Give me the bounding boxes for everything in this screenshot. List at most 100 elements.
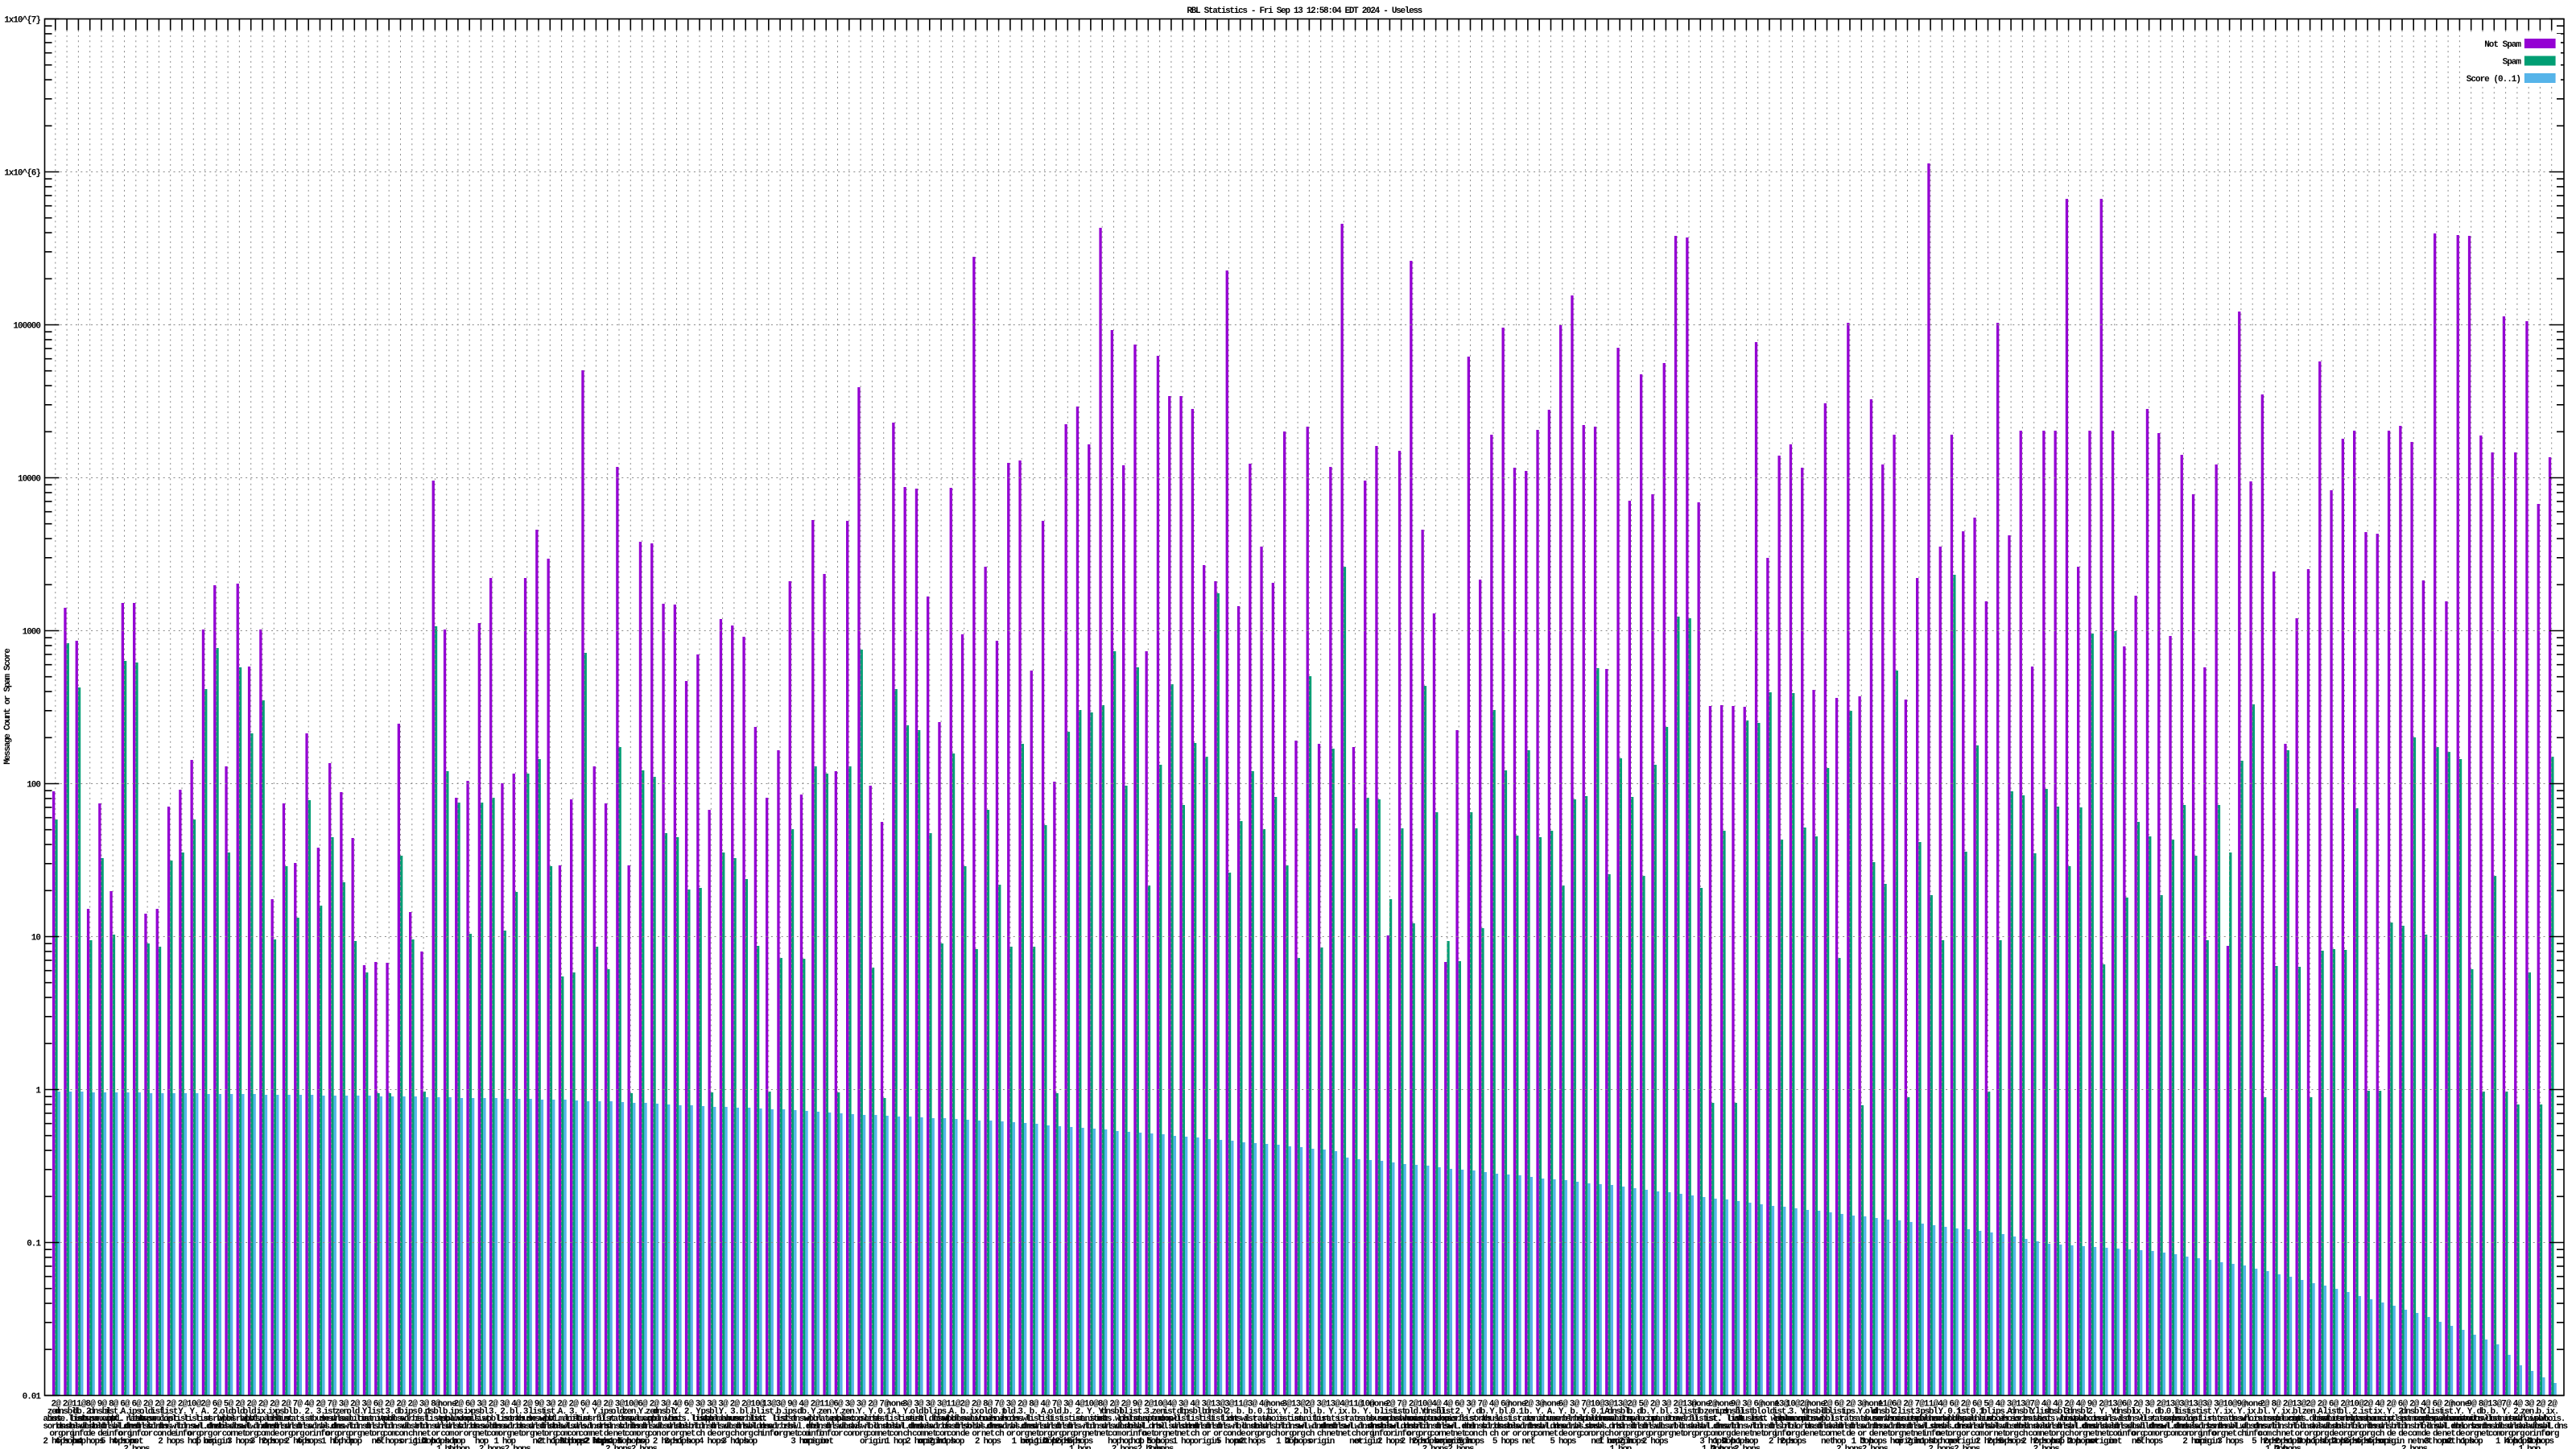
- svg-text:sorbs.: sorbs.: [1377, 1414, 1403, 1424]
- svg-text:zen.: zen.: [646, 1407, 663, 1417]
- svg-text:dnsbl.: dnsbl.: [1769, 1422, 1794, 1431]
- svg-text:4@: 4@: [1340, 1400, 1350, 1410]
- svg-text:2.: 2.: [1455, 1407, 1463, 1417]
- svg-text:dnsbl.: dnsbl.: [2102, 1422, 2128, 1431]
- svg-text:2.: 2.: [500, 1407, 509, 1417]
- svg-text:3.: 3.: [523, 1407, 532, 1417]
- svg-text:6@: 6@: [465, 1400, 476, 1410]
- svg-text:org: org: [1717, 1430, 1731, 1439]
- svg-text:org: org: [740, 1430, 753, 1439]
- svg-text:rats.: rats.: [2219, 1414, 2241, 1424]
- svg-text:zen.: zen.: [1151, 1407, 1168, 1417]
- svg-text:con: con: [2108, 1430, 2122, 1439]
- svg-text:com: com: [866, 1430, 881, 1439]
- svg-text:4@: 4@: [2375, 1400, 2385, 1410]
- svg-text:3@: 3@: [2179, 1400, 2190, 1410]
- svg-text:de: de: [1558, 1430, 1568, 1439]
- svg-text:5 hops: 5 hops: [2136, 1437, 2163, 1447]
- svg-text:dnswl.: dnswl.: [929, 1414, 955, 1424]
- svg-text:list.: list.: [1437, 1407, 1459, 1417]
- svg-text:dnsbl.: dnsbl.: [284, 1422, 310, 1431]
- svg-text:2@: 2@: [454, 1400, 464, 1410]
- svg-text:1 hop: 1 hop: [1713, 1437, 1736, 1447]
- svg-text:dnswl: dnswl: [1817, 1422, 1839, 1431]
- svg-text:net: net: [1947, 1437, 1961, 1447]
- svg-text:dnsbl.: dnsbl.: [1320, 1422, 1346, 1431]
- svg-text:manitu.: manitu.: [559, 1414, 588, 1424]
- svg-text:swl.dns: swl.dns: [789, 1422, 819, 1431]
- svg-text:3@: 3@: [1282, 1400, 1292, 1410]
- svg-text:6@: 6@: [2432, 1400, 2442, 1410]
- svg-text:3@: 3@: [1179, 1400, 1189, 1410]
- svg-text:net: net: [371, 1437, 385, 1447]
- svg-text:10@: 10@: [2223, 1400, 2238, 1410]
- svg-text:10@: 10@: [1360, 1400, 1376, 1410]
- svg-text:4@: 4@: [1190, 1400, 1200, 1410]
- svg-text:org: org: [1890, 1430, 1904, 1439]
- svg-text:org: org: [1360, 1430, 1374, 1439]
- svg-text:dnsbl.: dnsbl.: [2045, 1422, 2070, 1431]
- svg-text:2 hops: 2 hops: [1055, 1437, 1082, 1447]
- svg-text:sorbs.: sorbs.: [860, 1414, 886, 1424]
- svg-text:org: org: [2154, 1430, 2168, 1439]
- svg-text:hop: hop: [72, 1437, 87, 1447]
- svg-text:9@: 9@: [2467, 1400, 2477, 1410]
- svg-text:1000: 1000: [23, 628, 41, 638]
- svg-text:swl.dns: swl.dns: [1294, 1422, 1325, 1431]
- svg-text:org: org: [2362, 1430, 2376, 1439]
- svg-text:dnswl.: dnswl.: [710, 1422, 736, 1431]
- svg-text:sorbs.: sorbs.: [43, 1422, 68, 1431]
- svg-text:none: none: [1806, 1400, 1826, 1410]
- svg-text:old.: old.: [611, 1407, 628, 1417]
- svg-text:2 hops: 2 hops: [2263, 1437, 2289, 1447]
- svg-text:dnsbl.: dnsbl.: [262, 1422, 287, 1431]
- svg-text:wl.dns: wl.dns: [975, 1422, 1001, 1431]
- svg-text:abuse.: abuse.: [1860, 1414, 1886, 1424]
- svg-text:b.: b.: [1352, 1407, 1360, 1417]
- svg-text:2@: 2@: [868, 1400, 878, 1410]
- svg-text:zen.: zen.: [47, 1407, 64, 1417]
- svg-text:list.: list.: [1897, 1407, 1919, 1417]
- svg-text:origin: origin: [399, 1437, 426, 1447]
- svg-text:dnswl.: dnswl.: [825, 1422, 851, 1431]
- svg-text:3 hops: 3 hops: [2297, 1437, 2324, 1447]
- svg-text:net: net: [1810, 1430, 1823, 1439]
- svg-text:ist.: ist.: [2359, 1407, 2376, 1417]
- svg-text:6@: 6@: [120, 1400, 130, 1410]
- svg-text:ist. list: ist. list: [1704, 1414, 1743, 1424]
- svg-text:Y.: Y.: [696, 1407, 704, 1417]
- svg-text:org: org: [2304, 1430, 2318, 1439]
- svg-text:dnswl: dnswl: [2024, 1422, 2046, 1431]
- svg-text:dnsbl.: dnsbl.: [699, 1422, 724, 1431]
- svg-text:6@: 6@: [580, 1400, 591, 1410]
- svg-text:db.: db.: [1821, 1407, 1834, 1417]
- svg-text:6@: 6@: [213, 1400, 223, 1410]
- svg-text:dnsbl.: dnsbl.: [2332, 1422, 2358, 1431]
- svg-text:2@: 2@: [2283, 1400, 2293, 1410]
- svg-text:2@: 2@: [972, 1400, 982, 1410]
- svg-text:dnsbl.: dnsbl.: [1423, 1407, 1449, 1417]
- svg-text:3@: 3@: [844, 1400, 855, 1410]
- svg-text:100: 100: [27, 781, 40, 791]
- svg-text:con: con: [1534, 1430, 1547, 1439]
- svg-text:dnswl.: dnswl.: [388, 1414, 414, 1424]
- svg-text:org: org: [349, 1430, 362, 1439]
- svg-text:list.: list.: [1460, 1414, 1482, 1424]
- svg-text:dnswl: dnswl: [517, 1422, 539, 1431]
- svg-text:com: com: [1971, 1430, 1985, 1439]
- svg-text:or: or: [1984, 1430, 1993, 1439]
- svg-text:list.: list.: [160, 1407, 182, 1417]
- svg-text:old.: old.: [979, 1407, 996, 1417]
- svg-text:3@: 3@: [661, 1400, 671, 1410]
- svg-text:3@: 3@: [2202, 1400, 2213, 1410]
- svg-text:sorbs.: sorbs.: [503, 1414, 529, 1424]
- svg-text:whois.: whois.: [664, 1414, 690, 1424]
- svg-text:2 hops: 2 hops: [2275, 1444, 2301, 1449]
- svg-text:1: 1: [35, 1087, 41, 1096]
- svg-text:dnsbl.: dnsbl.: [2401, 1407, 2427, 1417]
- svg-text:11@: 11@: [946, 1400, 961, 1410]
- svg-text:2@: 2@: [1385, 1400, 1396, 1410]
- svg-text:com: com: [383, 1430, 398, 1439]
- svg-text:dnswl.: dnswl.: [181, 1422, 207, 1431]
- svg-text:4@: 4@: [511, 1400, 522, 1410]
